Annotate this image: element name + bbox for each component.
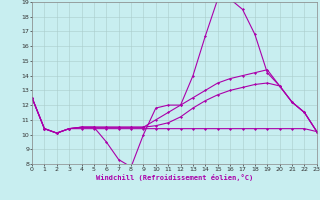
X-axis label: Windchill (Refroidissement éolien,°C): Windchill (Refroidissement éolien,°C) <box>96 174 253 181</box>
